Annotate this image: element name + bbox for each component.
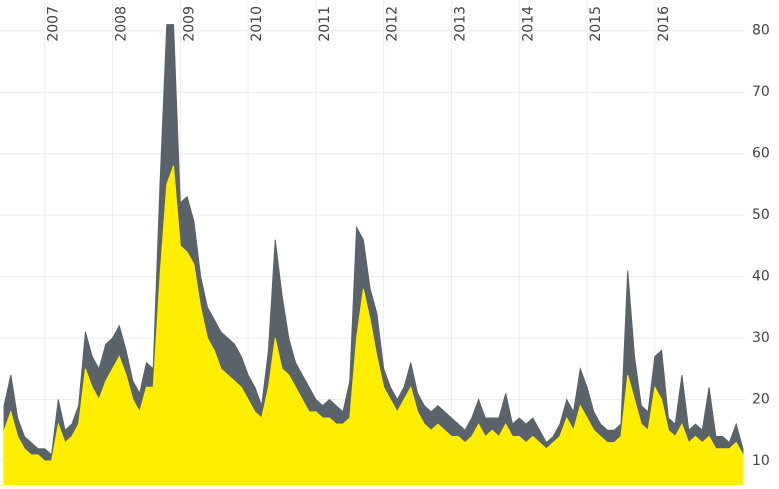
x-tick-label: 2007 xyxy=(46,6,62,42)
y-tick-label: 10 xyxy=(752,453,770,469)
y-tick-label: 30 xyxy=(752,330,770,346)
x-tick-label: 2012 xyxy=(385,6,401,42)
x-tick-label: 2014 xyxy=(520,6,536,42)
x-tick-label: 2009 xyxy=(181,6,197,42)
y-tick-label: 60 xyxy=(752,146,770,162)
x-tick-label: 2010 xyxy=(249,6,265,42)
y-tick-label: 20 xyxy=(752,392,770,408)
x-tick-label: 2008 xyxy=(114,6,130,42)
area xyxy=(3,165,744,486)
y-tick-label: 40 xyxy=(752,269,770,285)
y-tick-label: 50 xyxy=(752,207,770,223)
x-tick-label: 2011 xyxy=(317,6,333,42)
x-tick-label: 2013 xyxy=(452,6,468,42)
x-tick-label: 2016 xyxy=(656,6,672,42)
x-tick-label: 2015 xyxy=(588,6,604,42)
y-tick-label: 80 xyxy=(752,23,770,39)
y-tick-label: 70 xyxy=(752,84,770,100)
